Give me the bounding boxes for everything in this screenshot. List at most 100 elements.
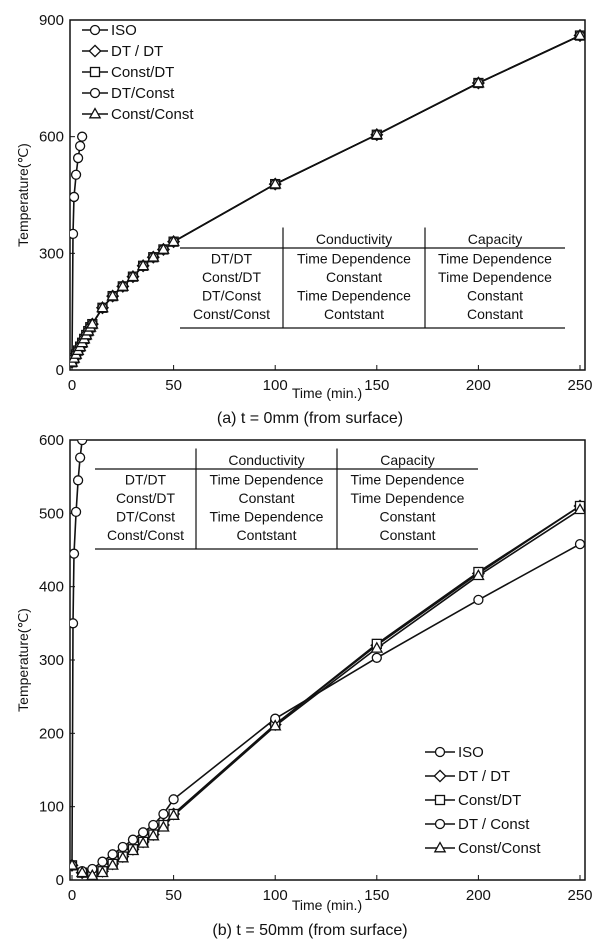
table-b: Conductivity Capacity DT/DT Time Dependence… xyxy=(95,448,478,550)
data-point xyxy=(74,452,86,463)
table-cell: Contstant xyxy=(237,527,297,543)
table-header-cell: Conductivity xyxy=(228,452,304,468)
legend-label: Const/Const xyxy=(111,106,194,123)
data-point xyxy=(573,28,585,41)
y-tick-label: 600 xyxy=(39,129,64,146)
data-point xyxy=(70,506,82,518)
data-point xyxy=(146,829,160,841)
data-point xyxy=(370,127,384,140)
x-ticks-b: 0 50 100 150 200 250 xyxy=(68,875,593,904)
table-header-cell: Conductivity xyxy=(316,231,392,247)
data-point xyxy=(70,548,80,559)
data-point xyxy=(157,242,170,254)
y-tick-label: 500 xyxy=(39,505,64,522)
data-point xyxy=(268,719,282,731)
table-cell: Constant xyxy=(379,509,435,525)
x-tick-label: 200 xyxy=(466,377,491,394)
data-point xyxy=(127,834,139,845)
legend-a: ISO DT / DT Const/DT DT/Const Const/Const xyxy=(82,22,194,123)
data-point xyxy=(70,618,79,629)
table-cell: Time Dependence xyxy=(210,509,324,525)
series-a xyxy=(70,28,585,369)
x-axis-label-b: Time (min.) xyxy=(292,897,362,913)
table-header-cell: Capacity xyxy=(380,452,434,468)
data-point xyxy=(70,228,79,240)
legend-b: ISO DT / DT Const/DT DT / Const Const/Const xyxy=(425,744,541,857)
data-point xyxy=(97,856,108,867)
data-point xyxy=(167,808,180,820)
chart-b: 0 100 200 300 400 500 600 0 50 100 150 200 250 Cond… xyxy=(15,432,593,939)
table-cell: Time Dependence xyxy=(438,269,552,285)
data-point xyxy=(74,140,86,152)
x-tick-label: 150 xyxy=(364,377,389,394)
y-ticks-a: 0 300 600 900 xyxy=(39,12,75,379)
table-a: Conductivity Capacity DT/DT Time Dependence… xyxy=(180,227,565,329)
x-tick-label: 100 xyxy=(263,377,288,394)
legend-label: Const/DT xyxy=(458,792,521,809)
x-tick-label: 100 xyxy=(263,887,288,904)
x-tick-label: 50 xyxy=(165,377,182,394)
data-point xyxy=(573,502,585,515)
legend-marker xyxy=(433,769,447,783)
data-point xyxy=(473,594,484,606)
legend-marker xyxy=(88,107,102,119)
legend-label: DT/Const xyxy=(111,85,175,102)
y-tick-label: 400 xyxy=(39,579,64,596)
table-cell: DT/DT xyxy=(125,472,167,488)
table-cell: Time Dependence xyxy=(210,472,324,488)
x-tick-label: 250 xyxy=(567,377,592,394)
y-tick-label: 600 xyxy=(39,432,64,449)
table-cell: Time Dependence xyxy=(297,251,411,267)
series-b xyxy=(70,440,585,880)
data-point xyxy=(148,819,159,831)
data-point xyxy=(96,301,109,313)
data-point xyxy=(137,827,149,838)
x-tick-label: 0 xyxy=(68,377,76,394)
table-cell: Contstant xyxy=(324,306,384,322)
legend-marker xyxy=(434,746,446,758)
legend-label: Const/Const xyxy=(458,840,541,857)
legend-label: DT / DT xyxy=(111,43,163,60)
data-point xyxy=(117,841,128,853)
data-point xyxy=(146,250,160,262)
legend-marker xyxy=(88,44,102,58)
data-point xyxy=(86,868,99,880)
x-tick-label: 200 xyxy=(466,887,491,904)
y-axis-label-a: Temperature(℃) xyxy=(15,143,31,247)
table-cell: DT/Const xyxy=(202,288,261,304)
table-cell: Const/DT xyxy=(116,490,176,506)
table-cell: Constant xyxy=(467,288,523,304)
legend-marker xyxy=(434,818,446,830)
legend-marker xyxy=(433,841,447,853)
data-point xyxy=(158,808,169,820)
table-cell: DT/DT xyxy=(211,251,253,267)
x-tick-label: 250 xyxy=(567,887,592,904)
legend-marker xyxy=(89,87,101,99)
data-point xyxy=(77,440,88,446)
y-ticks-b: 0 100 200 300 400 500 600 xyxy=(39,432,75,889)
data-point xyxy=(107,849,118,860)
table-cell: Const/Const xyxy=(193,306,270,322)
legend-label: DT / Const xyxy=(458,816,530,833)
data-point xyxy=(72,475,84,486)
table-cell: Const/DT xyxy=(202,269,262,285)
data-point xyxy=(86,317,99,329)
data-point xyxy=(136,259,150,271)
data-point xyxy=(75,865,89,878)
data-point xyxy=(126,843,140,856)
data-point xyxy=(371,652,382,663)
data-point xyxy=(574,538,585,550)
table-cell: Constant xyxy=(238,490,294,506)
y-tick-label: 900 xyxy=(39,12,64,29)
data-point xyxy=(70,169,82,180)
table-header-cell: Capacity xyxy=(468,231,522,247)
caption-a: (a) t = 0mm (from surface) xyxy=(217,410,403,427)
data-point xyxy=(472,568,485,581)
data-point xyxy=(472,76,485,88)
x-ticks-a: 0 50 100 150 200 250 xyxy=(68,365,593,394)
data-point xyxy=(70,191,80,203)
legend-marker xyxy=(89,66,101,78)
table-cell: Time Dependence xyxy=(351,472,465,488)
data-point xyxy=(72,152,84,164)
